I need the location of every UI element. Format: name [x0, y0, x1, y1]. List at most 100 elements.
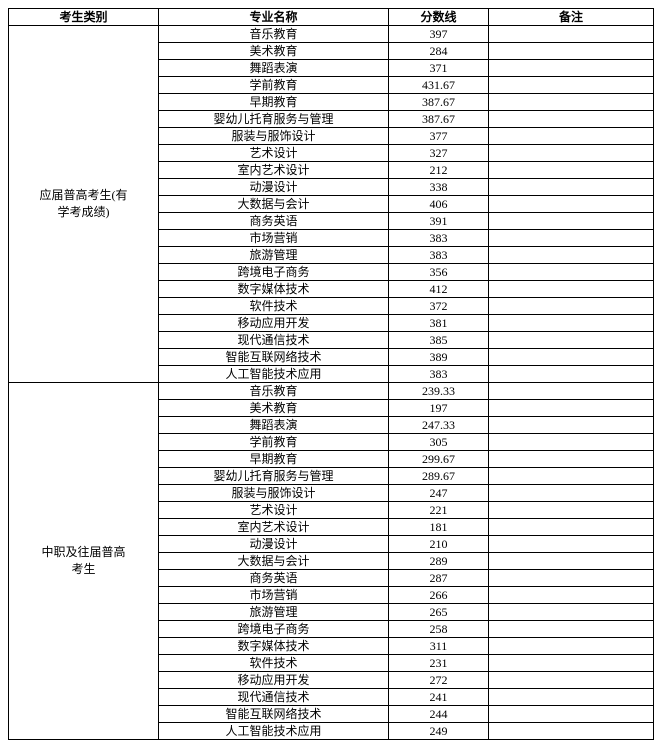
- major-cell: 美术教育: [159, 400, 389, 417]
- table-row: 中职及往届普高 考生音乐教育239.33: [9, 383, 654, 400]
- score-cell: 241: [389, 689, 489, 706]
- remark-cell: [489, 417, 654, 434]
- major-cell: 旅游管理: [159, 604, 389, 621]
- major-cell: 数字媒体技术: [159, 638, 389, 655]
- score-cell: 244: [389, 706, 489, 723]
- major-cell: 早期教育: [159, 94, 389, 111]
- major-cell: 移动应用开发: [159, 315, 389, 332]
- major-cell: 音乐教育: [159, 383, 389, 400]
- major-cell: 人工智能技术应用: [159, 366, 389, 383]
- major-cell: 软件技术: [159, 655, 389, 672]
- major-cell: 音乐教育: [159, 26, 389, 43]
- score-cell: 372: [389, 298, 489, 315]
- remark-cell: [489, 366, 654, 383]
- major-cell: 旅游管理: [159, 247, 389, 264]
- major-cell: 婴幼儿托育服务与管理: [159, 468, 389, 485]
- score-cell: 387.67: [389, 111, 489, 128]
- remark-cell: [489, 281, 654, 298]
- major-cell: 大数据与会计: [159, 553, 389, 570]
- header-row: 考生类别 专业名称 分数线 备注: [9, 9, 654, 26]
- major-cell: 美术教育: [159, 43, 389, 60]
- remark-cell: [489, 672, 654, 689]
- remark-cell: [489, 536, 654, 553]
- remark-cell: [489, 723, 654, 740]
- major-cell: 商务英语: [159, 213, 389, 230]
- major-cell: 大数据与会计: [159, 196, 389, 213]
- score-cell: 305: [389, 434, 489, 451]
- remark-cell: [489, 315, 654, 332]
- remark-cell: [489, 26, 654, 43]
- score-cell: 356: [389, 264, 489, 281]
- category-cell: 应届普高考生(有 学考成绩): [9, 26, 159, 383]
- major-cell: 艺术设计: [159, 145, 389, 162]
- major-cell: 舞蹈表演: [159, 60, 389, 77]
- score-cell: 311: [389, 638, 489, 655]
- remark-cell: [489, 604, 654, 621]
- score-cell: 212: [389, 162, 489, 179]
- score-cell: 181: [389, 519, 489, 536]
- major-cell: 学前教育: [159, 434, 389, 451]
- score-cell: 338: [389, 179, 489, 196]
- major-cell: 现代通信技术: [159, 689, 389, 706]
- remark-cell: [489, 94, 654, 111]
- remark-cell: [489, 264, 654, 281]
- header-category: 考生类别: [9, 9, 159, 26]
- score-cell: 266: [389, 587, 489, 604]
- score-cell: 299.67: [389, 451, 489, 468]
- score-table: 考生类别 专业名称 分数线 备注 应届普高考生(有 学考成绩)音乐教育397美术…: [8, 8, 654, 740]
- remark-cell: [489, 60, 654, 77]
- remark-cell: [489, 213, 654, 230]
- score-cell: 197: [389, 400, 489, 417]
- major-cell: 服装与服饰设计: [159, 128, 389, 145]
- score-cell: 383: [389, 366, 489, 383]
- remark-cell: [489, 230, 654, 247]
- score-cell: 221: [389, 502, 489, 519]
- score-cell: 249: [389, 723, 489, 740]
- score-cell: 383: [389, 230, 489, 247]
- remark-cell: [489, 553, 654, 570]
- score-cell: 391: [389, 213, 489, 230]
- major-cell: 动漫设计: [159, 536, 389, 553]
- header-major: 专业名称: [159, 9, 389, 26]
- score-cell: 327: [389, 145, 489, 162]
- score-cell: 247.33: [389, 417, 489, 434]
- major-cell: 软件技术: [159, 298, 389, 315]
- score-cell: 385: [389, 332, 489, 349]
- header-remark: 备注: [489, 9, 654, 26]
- remark-cell: [489, 706, 654, 723]
- major-cell: 动漫设计: [159, 179, 389, 196]
- remark-cell: [489, 468, 654, 485]
- score-cell: 239.33: [389, 383, 489, 400]
- score-cell: 247: [389, 485, 489, 502]
- remark-cell: [489, 434, 654, 451]
- score-cell: 287: [389, 570, 489, 587]
- major-cell: 现代通信技术: [159, 332, 389, 349]
- table-row: 应届普高考生(有 学考成绩)音乐教育397: [9, 26, 654, 43]
- remark-cell: [489, 298, 654, 315]
- header-score: 分数线: [389, 9, 489, 26]
- score-cell: 406: [389, 196, 489, 213]
- remark-cell: [489, 689, 654, 706]
- remark-cell: [489, 485, 654, 502]
- score-cell: 289: [389, 553, 489, 570]
- score-cell: 412: [389, 281, 489, 298]
- score-cell: 383: [389, 247, 489, 264]
- score-cell: 289.67: [389, 468, 489, 485]
- major-cell: 数字媒体技术: [159, 281, 389, 298]
- category-cell: 中职及往届普高 考生: [9, 383, 159, 740]
- score-cell: 371: [389, 60, 489, 77]
- major-cell: 舞蹈表演: [159, 417, 389, 434]
- score-cell: 265: [389, 604, 489, 621]
- score-cell: 258: [389, 621, 489, 638]
- remark-cell: [489, 145, 654, 162]
- score-cell: 387.67: [389, 94, 489, 111]
- remark-cell: [489, 179, 654, 196]
- major-cell: 跨境电子商务: [159, 264, 389, 281]
- major-cell: 婴幼儿托育服务与管理: [159, 111, 389, 128]
- score-cell: 397: [389, 26, 489, 43]
- major-cell: 服装与服饰设计: [159, 485, 389, 502]
- score-cell: 381: [389, 315, 489, 332]
- remark-cell: [489, 128, 654, 145]
- remark-cell: [489, 451, 654, 468]
- remark-cell: [489, 111, 654, 128]
